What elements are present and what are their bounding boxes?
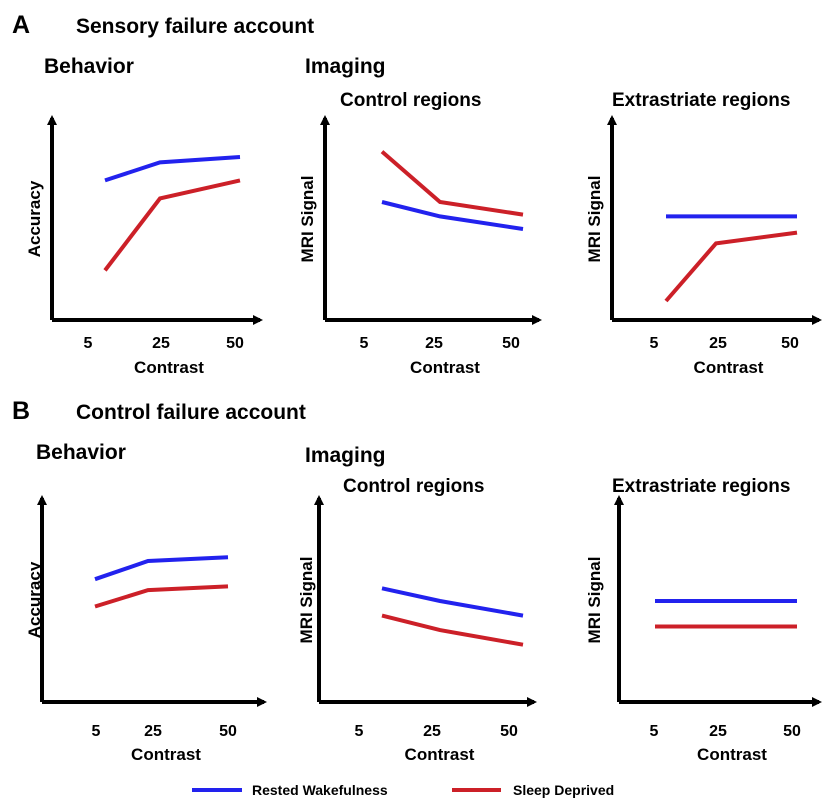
chart-1-series-rested	[104, 155, 241, 183]
chart-2-x-axis-label: Contrast	[410, 358, 480, 377]
chart-5-x-tick-label: 50	[500, 723, 518, 740]
panel-a-title: Sensory failure account	[76, 15, 314, 38]
chart-5-x-axis-label: Contrast	[405, 745, 475, 764]
chart-3-series-sleep	[664, 230, 798, 303]
chart-2: 5 25 50 Contrast MRI Signal Control regions	[298, 90, 542, 377]
chart-4-series-rested	[94, 555, 229, 582]
legend-rested-label: Rested Wakefulness	[252, 782, 388, 798]
legend-sleep-label: Sleep Deprived	[513, 782, 614, 798]
chart-5-series-sleep	[381, 613, 524, 647]
chart-3-x-axis-label: Contrast	[694, 358, 764, 377]
panel-b-letter: B	[12, 397, 30, 425]
panel-a-imaging-title: Imaging	[305, 55, 386, 78]
chart-5-subtitle: Control regions	[343, 476, 484, 497]
chart-1-x-axis-label: Contrast	[134, 358, 204, 377]
chart-3-y-axis-label: MRI Signal	[585, 176, 604, 263]
chart-4-x-tick-label: 25	[144, 723, 162, 740]
chart-6-y-axis-label: MRI Signal	[585, 557, 604, 644]
chart-3-x-tick-label: 50	[781, 335, 799, 352]
charts-layer: 5 25 50 Contrast Accuracy 5 25 50 Contrast MRI Si…	[25, 90, 822, 764]
chart-2-x-tick-label: 50	[502, 335, 520, 352]
chart-3-x-tick-label: 5	[650, 335, 659, 352]
chart-4-x-axis-label: Contrast	[131, 745, 201, 764]
chart-2-series-sleep	[380, 150, 524, 217]
chart-1-series-sleep	[103, 178, 241, 272]
chart-1-x-tick-label: 5	[84, 335, 93, 352]
chart-5-y-axis-label: MRI Signal	[297, 557, 316, 644]
chart-5-x-tick-label: 5	[355, 723, 364, 740]
chart-5-x-tick-label: 25	[423, 723, 441, 740]
chart-2-subtitle: Control regions	[340, 90, 481, 111]
chart-2-x-tick-label: 5	[360, 335, 369, 352]
chart-4-series-sleep	[94, 584, 229, 609]
chart-4-x-tick-label: 5	[92, 723, 101, 740]
panel-b-title: Control failure account	[76, 401, 306, 424]
chart-2-y-axis-label: MRI Signal	[298, 176, 317, 263]
chart-3-x-tick-label: 25	[709, 335, 727, 352]
chart-4: 5 25 50 Contrast Accuracy	[25, 495, 267, 764]
chart-2-x-tick-label: 25	[425, 335, 443, 352]
chart-1: 5 25 50 Contrast Accuracy	[25, 115, 263, 377]
chart-6-x-tick-label: 25	[709, 723, 727, 740]
chart-3: 5 25 50 Contrast MRI Signal Extrastriate regi…	[585, 90, 822, 377]
panel-a-behavior-title: Behavior	[44, 55, 134, 78]
chart-5: 5 25 50 Contrast MRI Signal Control regions	[297, 476, 537, 764]
chart-6-x-tick-label: 50	[783, 723, 801, 740]
chart-4-y-axis-label: Accuracy	[25, 561, 44, 638]
chart-6-x-tick-label: 5	[650, 723, 659, 740]
chart-4-x-tick-label: 50	[219, 723, 237, 740]
panel-b-imaging-title: Imaging	[305, 444, 386, 467]
chart-1-y-axis-label: Accuracy	[25, 180, 44, 257]
chart-2-series-rested	[381, 200, 524, 231]
panel-b-behavior-title: Behavior	[36, 441, 126, 464]
legend: Rested Wakefulness Sleep Deprived	[192, 782, 614, 798]
chart-1-x-tick-label: 50	[226, 335, 244, 352]
chart-6-x-axis-label: Contrast	[697, 745, 767, 764]
chart-3-subtitle: Extrastriate regions	[612, 90, 790, 111]
chart-6-subtitle: Extrastriate regions	[612, 476, 790, 497]
panel-a-letter: A	[12, 11, 30, 39]
chart-5-series-rested	[381, 586, 524, 618]
chart-6: 5 25 50 Contrast MRI Signal Extrastriate regi…	[585, 476, 822, 764]
chart-1-x-tick-label: 25	[152, 335, 170, 352]
